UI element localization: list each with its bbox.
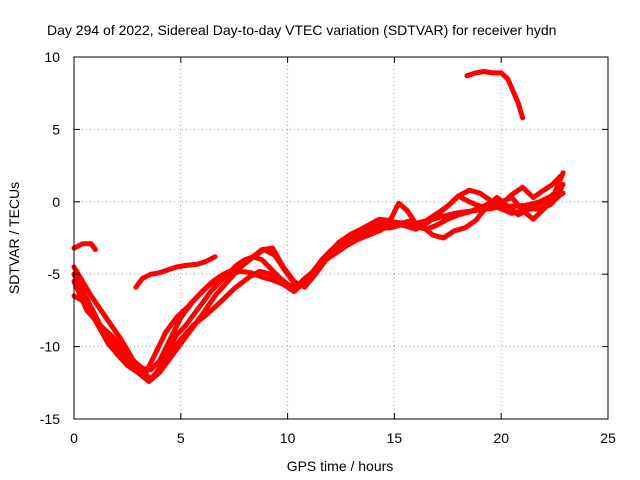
- x-tick-label: 0: [70, 430, 78, 446]
- y-tick-label: -5: [48, 266, 61, 282]
- series-line-trace-6: [71, 170, 566, 381]
- y-tick-label: 5: [52, 121, 60, 137]
- y-tick-label: 0: [52, 194, 60, 210]
- y-tick-label: -10: [40, 339, 60, 355]
- x-tick-label: 5: [177, 430, 185, 446]
- x-tick-label: 20: [493, 430, 509, 446]
- y-axis-label: SDTVAR / TECUs: [6, 182, 22, 294]
- y-tick-label: 10: [44, 49, 60, 65]
- data-series: [71, 69, 566, 384]
- series-line-trace-4: [71, 190, 566, 373]
- x-tick-label: 10: [280, 430, 296, 446]
- series-line-trace-7: [133, 254, 218, 290]
- series-line-trace-1: [71, 241, 98, 253]
- x-tick-label: 15: [387, 430, 403, 446]
- series-line-trace-8: [464, 69, 526, 121]
- plot-frame: [73, 56, 609, 420]
- x-axis-label: GPS time / hours: [287, 458, 394, 474]
- x-tick-label: 25: [600, 430, 616, 446]
- y-tick-label: -15: [40, 411, 60, 427]
- axis-ticks: 0 5 10 15 20 25 10 5 0 -5 -10 -15: [40, 49, 616, 446]
- chart-title: Day 294 of 2022, Sidereal Day-to-day VTE…: [47, 22, 556, 38]
- series-line-trace-2: [71, 181, 566, 383]
- series-line-trace-3: [71, 186, 564, 384]
